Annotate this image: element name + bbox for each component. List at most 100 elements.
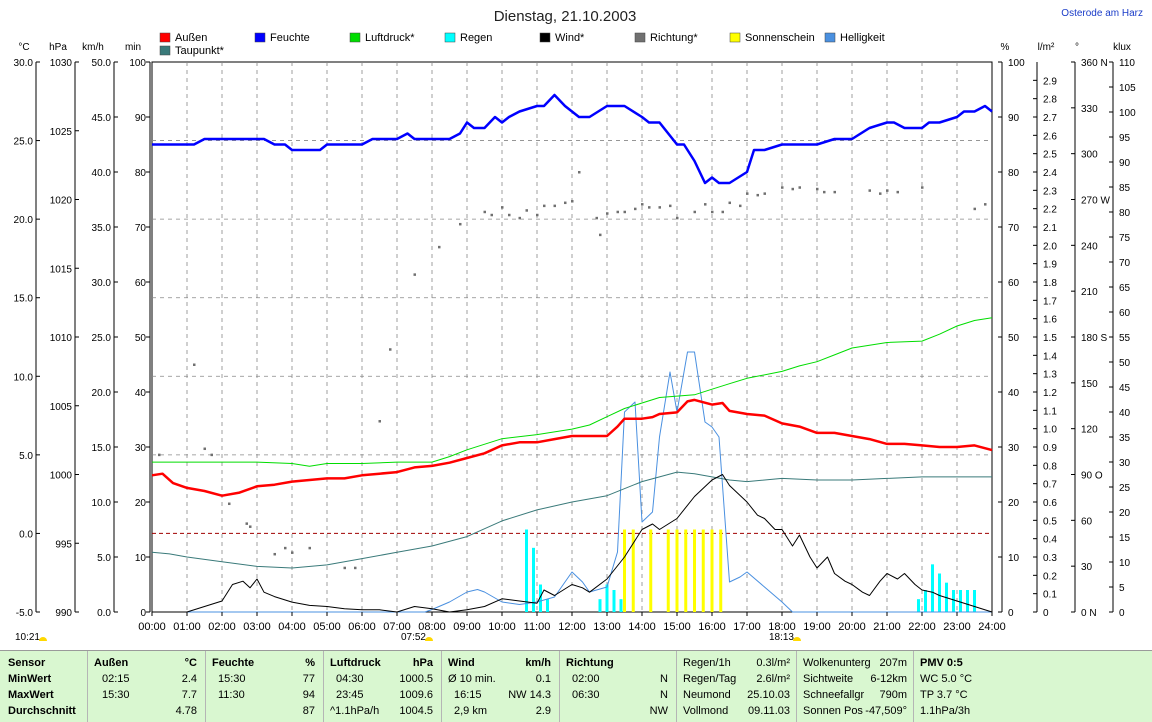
tick-label: 25.0 xyxy=(92,333,112,344)
tick-label: 50 xyxy=(135,333,147,344)
tick-label: 1.4 xyxy=(1043,351,1057,362)
direction-point xyxy=(711,210,714,214)
direction-point xyxy=(343,566,346,570)
tick-label: 20 xyxy=(1119,508,1131,519)
direction-point xyxy=(886,189,889,192)
extra-column-2: Wolkenunterg 207m Sichtweite 6-12km Schnee… xyxy=(797,651,914,722)
extra-column-1: Regen/1h 0.3l/m² Regen/Tag 2.6l/m² Neumond… xyxy=(677,651,797,722)
direction-point xyxy=(193,363,196,366)
legend-label: Sonnenschein xyxy=(745,32,815,44)
rain-bar xyxy=(973,590,976,612)
direction-point xyxy=(483,210,486,214)
rain-bar xyxy=(539,584,542,612)
legend-swatch xyxy=(729,32,741,43)
direction-point xyxy=(203,447,206,451)
tick-label: 75 xyxy=(1119,233,1131,244)
sunshine-bar xyxy=(684,529,688,612)
direction-point xyxy=(816,187,819,191)
rain-bar xyxy=(525,529,528,612)
tick-label: 90 O xyxy=(1081,471,1103,482)
cell: 02:15 xyxy=(102,673,130,685)
tick-label: 1.6 xyxy=(1043,315,1057,326)
tick-label: 85 xyxy=(1119,183,1131,194)
sun-icon xyxy=(425,637,433,641)
cell: Wolkenunterg xyxy=(803,657,871,669)
tick-label: 0 xyxy=(1043,608,1049,619)
rain-bar xyxy=(546,599,549,612)
cell: 2.6l/m² xyxy=(756,673,790,685)
sunshine-bar xyxy=(693,529,696,612)
tick-label: 150 xyxy=(1081,379,1098,390)
direction-point xyxy=(354,566,357,570)
sunshine-bar xyxy=(623,529,626,612)
direction-point xyxy=(518,216,521,220)
tick-label: 60 xyxy=(1081,516,1093,527)
cell: 15:30 xyxy=(102,689,130,701)
cell: 25.10.03 xyxy=(747,689,790,701)
tick-label: 210 xyxy=(1081,287,1098,298)
x-tick-label: 08:00 xyxy=(418,621,446,633)
direction-point xyxy=(158,453,161,457)
tick-label: 1.8 xyxy=(1043,278,1057,289)
direction-point xyxy=(781,186,784,189)
feuchte-column: Feuchte% 15:30 77 11:30 94 87 xyxy=(206,651,324,722)
tick-label: 1020 xyxy=(50,196,73,207)
legend-swatch xyxy=(159,32,171,43)
direction-point xyxy=(571,200,574,203)
richtung-column: Richtung 02:00 N 06:30 N NW xyxy=(560,651,677,722)
cell: 7.7 xyxy=(181,689,197,701)
tick-label: 1.3 xyxy=(1043,370,1057,381)
legend-swatch xyxy=(349,32,361,43)
rain-bar xyxy=(966,590,969,612)
x-tick-label: 24:00 xyxy=(978,621,1006,633)
tick-label: 60 xyxy=(1119,308,1131,319)
aussen-column: Außen °C 02:15 2.4 15:30 7.7 4.78 xyxy=(88,651,206,722)
direction-point xyxy=(746,192,749,195)
cell: N xyxy=(660,689,668,701)
tick-label: 40 xyxy=(1008,388,1020,399)
direction-point xyxy=(308,546,311,550)
tick-label: 2.2 xyxy=(1043,205,1057,216)
tick-label: 270 W xyxy=(1081,196,1110,207)
cell: Regen/1h xyxy=(683,657,731,669)
cell: 1009.6 xyxy=(399,689,433,701)
x-tick-label: 10:00 xyxy=(488,621,516,633)
lines xyxy=(151,93,993,613)
tick-label: 95 xyxy=(1119,133,1131,144)
tick-label: 1010 xyxy=(50,333,73,344)
cell: 4.78 xyxy=(175,705,197,717)
tick-label: 50.0 xyxy=(92,58,112,69)
x-tick-label: 22:00 xyxy=(908,621,936,633)
tick-label: 2.0 xyxy=(1043,241,1057,252)
cell: TP 3.7 °C xyxy=(920,689,968,701)
direction-point xyxy=(728,201,731,205)
tick-label: 1.1 xyxy=(1043,406,1057,417)
cell: Regen/Tag xyxy=(683,673,737,685)
x-tick-label: 14:00 xyxy=(628,621,656,633)
tick-label: 0.4 xyxy=(1043,535,1057,546)
x-tick-label: 19:00 xyxy=(803,621,831,633)
cell: 0.3l/m² xyxy=(756,657,790,669)
tick-label: 1015 xyxy=(50,264,73,275)
direction-point xyxy=(641,203,644,206)
tick-label: 180 S xyxy=(1081,333,1107,344)
cell: NW xyxy=(649,705,668,717)
legend-swatch xyxy=(539,32,551,43)
direction-point xyxy=(508,213,511,217)
x-tick-label: 12:00 xyxy=(558,621,586,633)
legend-label: Feuchte xyxy=(270,32,310,44)
legend-label: Luftdruck* xyxy=(365,32,415,44)
tick-label: 1005 xyxy=(50,402,73,413)
axis-unit: km/h xyxy=(82,42,104,53)
tick-label: 100 xyxy=(129,58,146,69)
tick-label: 2.3 xyxy=(1043,186,1057,197)
tick-label: 995 xyxy=(55,539,72,550)
direction-point xyxy=(693,210,696,214)
legend-swatch xyxy=(634,32,646,43)
rain-bar xyxy=(952,590,955,612)
tick-label: 30 xyxy=(1008,443,1020,454)
tick-label: 1.9 xyxy=(1043,260,1057,271)
x-tick-label: 05:00 xyxy=(313,621,341,633)
x-tick-label: 17:00 xyxy=(733,621,761,633)
tick-label: 1030 xyxy=(50,58,73,69)
